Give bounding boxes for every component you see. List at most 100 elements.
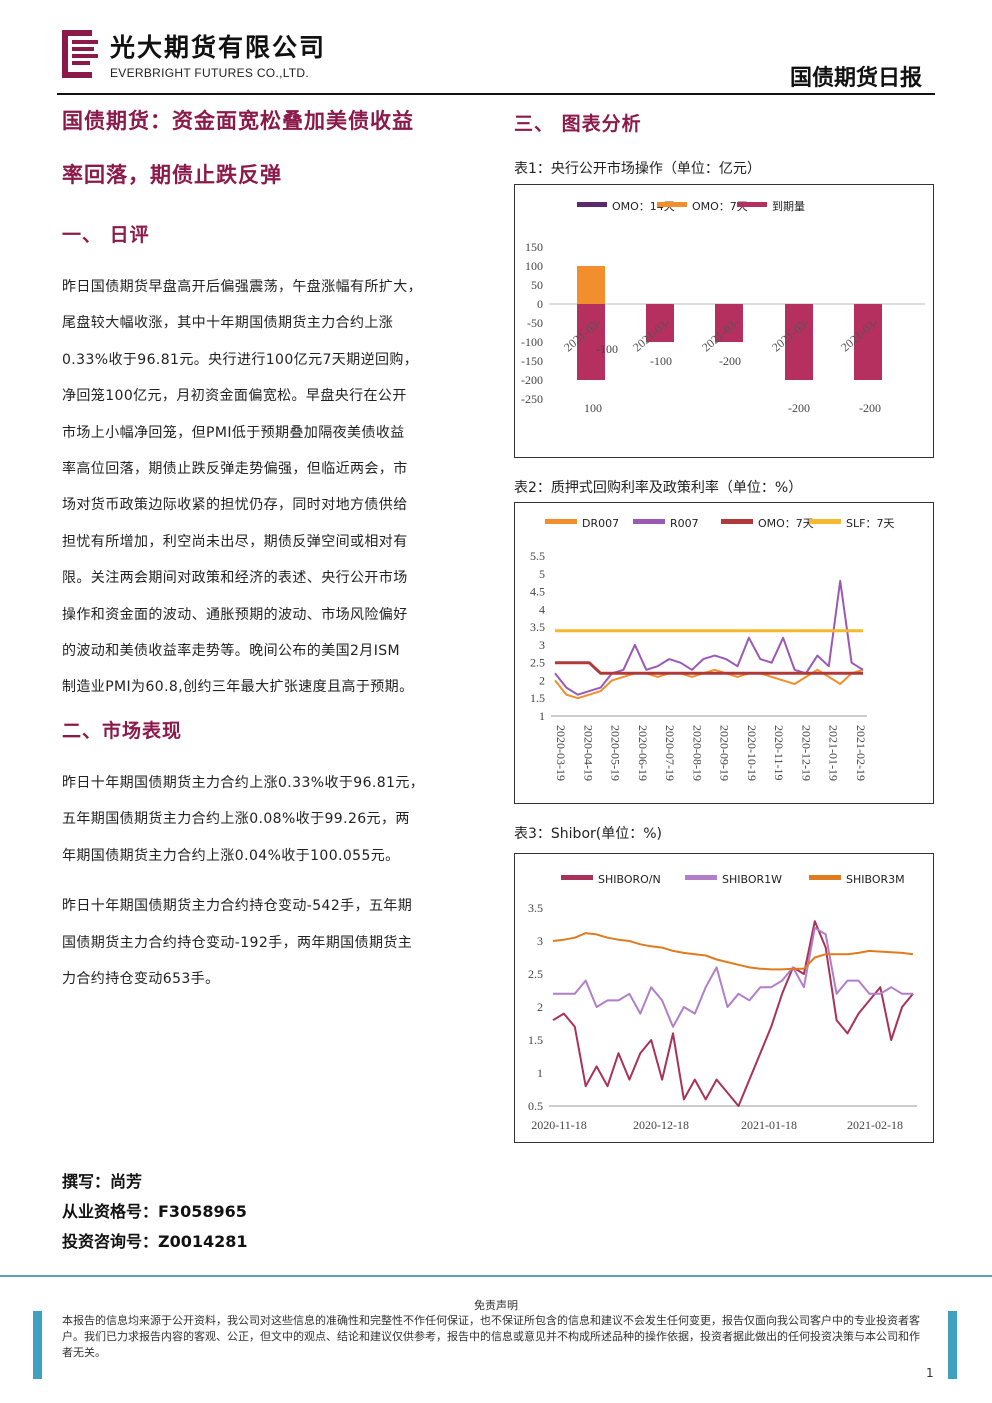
y-tick-label: 1.5 — [530, 691, 545, 705]
x-tick-label: 2020-03-19 — [554, 725, 568, 781]
bar — [854, 304, 882, 380]
y-tick-label: 3 — [539, 638, 545, 652]
y-tick-label: 2.5 — [530, 656, 545, 670]
section1-line: 操作和资金面的波动、通胀预期的波动、市场风险偏好 — [62, 606, 408, 623]
section1-line: 的波动和美债收益率走势等。晚间公布的美国2月ISM — [62, 643, 401, 660]
x-tick-label: 2020-11-19 — [772, 725, 786, 781]
legend-label: 到期量 — [772, 200, 805, 213]
y-tick-label: -100 — [521, 335, 543, 349]
bar — [785, 304, 813, 380]
y-tick-label: 2 — [537, 1000, 543, 1014]
header-divider — [57, 93, 935, 95]
section1-line: 率高位回落，期债止跌反弹走势偏强，但临近两会，市 — [62, 461, 408, 478]
section2-para2: 昨日十年期国债期货主力合约持仓变动-542手，五年期 国债期货主力合约持仓变动-1… — [62, 888, 490, 997]
x-tick-label: 2021-01-18 — [741, 1118, 797, 1132]
section1-line: 昨日国债期货早盘高开后偏强震荡，午盘涨幅有所扩大， — [62, 279, 422, 295]
legend-swatch — [633, 519, 665, 524]
y-tick-label: 2.5 — [528, 967, 543, 981]
chart3-caption: 表3：Shibor(单位：%) — [514, 826, 662, 842]
chart3-box: SHIBORO/N SHIBOR1W SHIBOR3M 3.5 3 2.5 2 1.5 1 0.5… — [514, 853, 934, 1143]
article-column: 国债期货：资金面宽松叠加美债收益 率回落，期债止跌反弹 一、 日评 昨日国债期货… — [62, 100, 490, 997]
legend-swatch — [577, 202, 607, 207]
legend-label: OMO：7天 — [758, 517, 814, 530]
y-tick-label: -250 — [521, 392, 543, 406]
series-line — [552, 932, 914, 971]
data-label: -100 — [596, 342, 618, 356]
bar — [577, 304, 605, 380]
bar — [715, 304, 743, 342]
section1-line: 担忧有所增加，利空尚未出尽，期债反弹空间或相对有 — [62, 533, 408, 550]
x-tick-label: 2021-02-18 — [847, 1118, 903, 1132]
y-tick-label: 3.5 — [528, 901, 543, 915]
report-type: 国债期货日报 — [789, 66, 922, 91]
disclaimer-text: 本报告的信息均来源于公开资料，我公司对这些信息的准确性和完整性不作任何保证，也不… — [62, 1314, 920, 1359]
section2-para1: 昨日十年期国债期货主力合约上涨0.33%收于96.81元， 五年期国债期货主力合约… — [62, 765, 490, 874]
y-tick-label: 150 — [525, 240, 543, 254]
company-logo — [62, 30, 98, 78]
chart3-shibor: SHIBORO/N SHIBOR1W SHIBOR3M 3.5 3 2.5 2 1.5 1 0.5… — [528, 873, 917, 1132]
bar — [646, 304, 674, 342]
chart1-box: OMO：14天 OMO：7天 到期量 150 100 50 0 -50 -100 -150 -200… — [514, 184, 934, 458]
disclaimer-accent-right — [948, 1311, 957, 1379]
section2-para2-line: 力合约持仓变动653手。 — [62, 970, 220, 987]
y-tick-label: -150 — [521, 354, 543, 368]
disclaimer-accent-left — [33, 1311, 42, 1379]
section1-line: 净回笼100亿元，月初资金面偏宽松。早盘央行在公开 — [62, 388, 407, 405]
chart2-repo-rates: DR007 R007 OMO：7天 SLF：7天 5.5 5 4.5 4 3.5 3 2.5 2 1.5… — [530, 517, 894, 781]
legend-swatch — [657, 202, 687, 207]
y-tick-label: 5.5 — [530, 549, 545, 563]
bar — [577, 266, 605, 304]
data-label: -100 — [650, 354, 672, 368]
section2-para2-line: 昨日十年期国债期货主力合约持仓变动-542手，五年期 — [62, 898, 413, 915]
y-tick-label: 5 — [539, 567, 545, 581]
legend-swatch — [809, 875, 841, 880]
section3-title: 三、 图表分析 — [514, 113, 642, 135]
section1-line: 场对货币政策边际收紧的担忧仍存，同时对地方债供给 — [62, 497, 408, 514]
series-line — [555, 661, 863, 675]
author-license: 从业资格号：F3058965 — [62, 1202, 247, 1221]
section1-line: 尾盘较大幅收涨，其中十年期国债期货主力合约上涨 — [62, 315, 394, 332]
legend-label: DR007 — [582, 517, 619, 530]
section1-line: 限。关注两会期间对政策和经济的表述、央行公开市场 — [62, 570, 408, 587]
x-tick-label: 2020-09-19 — [718, 725, 732, 781]
x-tick-label: 2020-12-19 — [799, 725, 813, 781]
chart1-caption: 表1：央行公开市场操作（单位：亿元） — [514, 161, 761, 177]
x-tick-label: 2021-02-19 — [854, 725, 868, 781]
x-tick-label: 2020-11-18 — [531, 1118, 587, 1132]
series-line — [553, 926, 913, 1028]
data-label: -200 — [788, 401, 810, 415]
data-label: 100 — [584, 401, 602, 415]
y-tick-label: -200 — [521, 373, 543, 387]
section1-title: 一、 日评 — [62, 224, 150, 246]
company-name-cn: 光大期货有限公司 — [110, 33, 327, 62]
x-tick-label: 2020-06-19 — [636, 725, 650, 781]
series-line — [552, 920, 914, 1107]
article-title-line2: 率回落，期债止跌反弹 — [62, 163, 282, 187]
legend-swatch — [685, 875, 717, 880]
legend-label: SHIBOR3M — [846, 873, 905, 886]
legend-label: R007 — [670, 517, 699, 530]
author-writer: 撰写：尚芳 — [62, 1172, 143, 1191]
x-tick-label: 2020-07-19 — [663, 725, 677, 781]
disclaimer-title: 免责声明 — [474, 1299, 518, 1312]
x-tick-label: 2020-04-19 — [581, 725, 595, 781]
y-tick-label: 2 — [539, 673, 545, 687]
data-label: -200 — [859, 401, 881, 415]
y-tick-label: 100 — [525, 259, 543, 273]
section2-para1-line: 年期国债期货主力合约上涨0.04%收于100.055元。 — [62, 847, 400, 864]
y-tick-label: 0 — [537, 297, 543, 311]
section2-para2-line: 国债期货主力合约持仓变动-192手，两年期国债期货主 — [62, 934, 413, 951]
y-tick-label: 50 — [531, 278, 543, 292]
section1-body: 昨日国债期货早盘高开后偏强震荡，午盘涨幅有所扩大， 尾盘较大幅收涨，其中十年期国债… — [62, 269, 490, 706]
x-tick-label: 2021-01-19 — [827, 725, 841, 781]
legend-swatch — [561, 875, 593, 880]
chart2-caption: 表2：质押式回购利率及政策利率（单位：%） — [514, 480, 803, 496]
legend-label: OMO：7天 — [692, 200, 748, 213]
section1-line: 制造业PMI为60.8,创约三年最大扩张速度且高于预期。 — [62, 679, 414, 696]
chart2-box: DR007 R007 OMO：7天 SLF：7天 5.5 5 4.5 4 3.5 3 2.5 2 1.5… — [514, 502, 934, 804]
y-tick-label: 1 — [537, 1066, 543, 1080]
y-tick-label: 3.5 — [530, 620, 545, 634]
company-name-en: EVERBRIGHT FUTURES CO.,LTD. — [110, 66, 310, 80]
y-tick-label: 0.5 — [528, 1099, 543, 1113]
x-tick-label: 2020-10-19 — [745, 725, 759, 781]
